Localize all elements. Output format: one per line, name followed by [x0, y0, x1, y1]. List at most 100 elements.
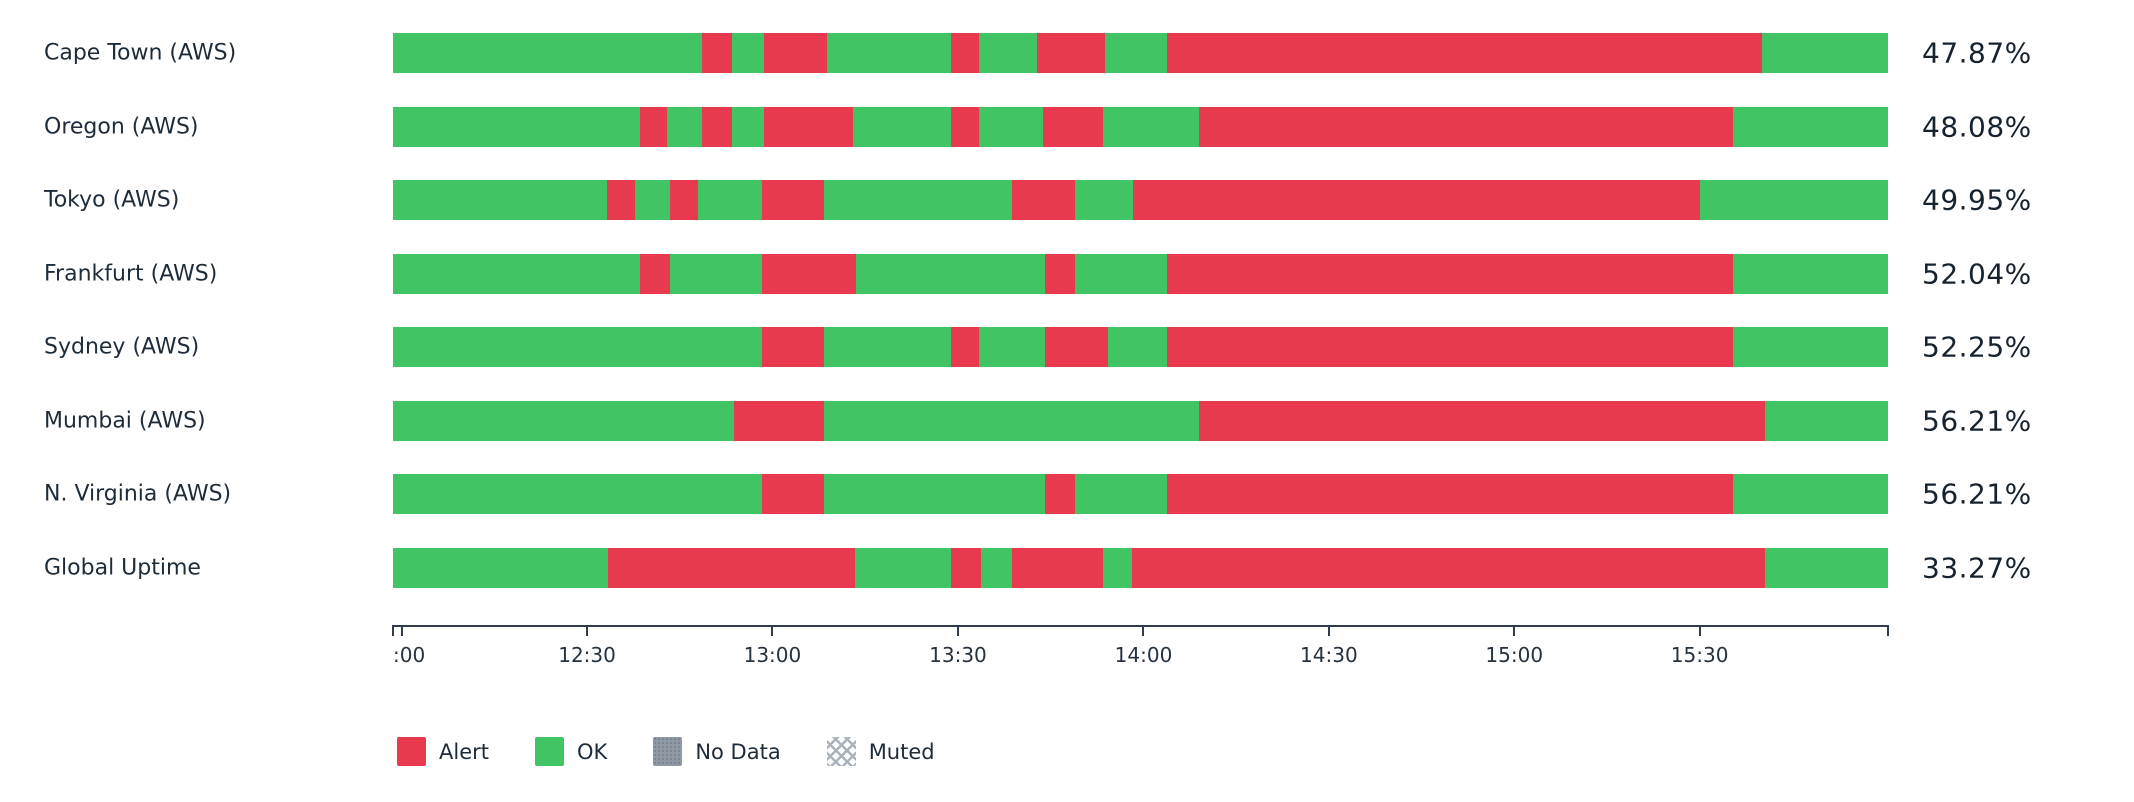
status-timeline-bar[interactable] [393, 180, 1888, 220]
status-segment-ok[interactable] [980, 547, 1012, 588]
status-segment-ok[interactable] [393, 33, 703, 73]
status-segment-alert[interactable] [763, 33, 827, 73]
legend: Alert OK No Data Muted [397, 737, 935, 766]
axis-tick-label: 15:00 [1485, 643, 1544, 667]
status-segment-alert[interactable] [1131, 547, 1766, 588]
status-segment-ok[interactable] [635, 180, 670, 220]
status-segment-alert[interactable] [669, 180, 698, 220]
status-segment-ok[interactable] [732, 33, 764, 73]
status-segment-ok[interactable] [393, 547, 609, 588]
status-segment-alert[interactable] [950, 106, 980, 147]
region-label: Tokyo (AWS) [44, 187, 180, 213]
axis-tick-label: 15:30 [1670, 643, 1729, 667]
status-segment-ok[interactable] [854, 547, 951, 588]
status-segment-ok[interactable] [393, 253, 640, 294]
status-segment-ok[interactable] [1104, 33, 1168, 73]
status-timeline-bar[interactable] [393, 253, 1888, 294]
status-segment-alert[interactable] [950, 547, 981, 588]
axis-tick [586, 625, 589, 636]
status-timeline-bar[interactable] [393, 474, 1888, 514]
status-segment-alert[interactable] [1167, 33, 1763, 73]
status-segment-ok[interactable] [1074, 474, 1168, 514]
status-segment-alert[interactable] [733, 400, 824, 441]
uptime-percentage: 52.04% [1922, 257, 2032, 290]
status-segment-ok[interactable] [1732, 253, 1888, 294]
status-segment-ok[interactable] [979, 33, 1038, 73]
status-segment-ok[interactable] [393, 400, 734, 441]
status-segment-alert[interactable] [1167, 253, 1733, 294]
status-segment-alert[interactable] [1198, 400, 1766, 441]
status-segment-alert[interactable] [1037, 33, 1105, 73]
status-timeline-bar[interactable] [393, 327, 1888, 367]
status-segment-ok[interactable] [853, 106, 951, 147]
status-segment-ok[interactable] [1107, 327, 1168, 367]
status-timeline-bar[interactable] [393, 547, 1888, 588]
status-segment-ok[interactable] [393, 327, 763, 367]
status-timeline-bar[interactable] [393, 106, 1888, 147]
status-segment-alert[interactable] [762, 180, 824, 220]
status-segment-alert[interactable] [762, 253, 857, 294]
status-segment-ok[interactable] [393, 106, 640, 147]
status-segment-alert[interactable] [950, 327, 980, 367]
status-segment-alert[interactable] [606, 180, 636, 220]
status-segment-ok[interactable] [669, 253, 763, 294]
status-segment-ok[interactable] [393, 474, 763, 514]
status-segment-alert[interactable] [762, 474, 824, 514]
status-segment-ok[interactable] [856, 253, 1045, 294]
status-segment-alert[interactable] [763, 106, 854, 147]
status-segment-alert[interactable] [702, 33, 733, 73]
status-segment-ok[interactable] [979, 106, 1044, 147]
status-segment-alert[interactable] [1044, 327, 1108, 367]
status-timeline-bar[interactable] [393, 33, 1888, 73]
status-segment-ok[interactable] [1762, 33, 1888, 73]
status-segment-alert[interactable] [639, 253, 670, 294]
status-segment-ok[interactable] [666, 106, 703, 147]
legend-item-ok[interactable]: OK [535, 737, 607, 766]
status-segment-ok[interactable] [826, 33, 951, 73]
status-segment-alert[interactable] [1011, 180, 1075, 220]
status-timeline-bar[interactable] [393, 400, 1888, 441]
alert-swatch-icon [397, 737, 426, 766]
status-segment-ok[interactable] [1074, 253, 1168, 294]
legend-item-muted[interactable]: Muted [826, 737, 935, 766]
status-segment-alert[interactable] [639, 106, 667, 147]
status-segment-ok[interactable] [823, 474, 1045, 514]
status-segment-alert[interactable] [702, 106, 733, 147]
status-segment-ok[interactable] [1699, 180, 1888, 220]
status-segment-ok[interactable] [823, 180, 1012, 220]
status-segment-alert[interactable] [1167, 327, 1733, 367]
status-segment-ok[interactable] [823, 400, 1199, 441]
status-segment-alert[interactable] [950, 33, 980, 73]
status-segment-ok[interactable] [1732, 327, 1888, 367]
status-segment-alert[interactable] [1198, 106, 1733, 147]
status-segment-ok[interactable] [393, 180, 607, 220]
legend-item-label: No Data [695, 739, 781, 764]
status-segment-ok[interactable] [1765, 400, 1888, 441]
status-segment-alert[interactable] [1167, 474, 1733, 514]
status-segment-alert[interactable] [1011, 547, 1104, 588]
status-segment-ok[interactable] [823, 327, 951, 367]
status-segment-alert[interactable] [1044, 474, 1075, 514]
status-segment-ok[interactable] [1074, 180, 1134, 220]
legend-item-alert[interactable]: Alert [397, 737, 489, 766]
legend-item-no-data[interactable]: No Data [653, 737, 781, 766]
status-segment-ok[interactable] [732, 106, 764, 147]
axis-tick [771, 625, 774, 636]
status-segment-ok[interactable] [1103, 106, 1199, 147]
status-segment-alert[interactable] [762, 327, 824, 367]
status-segment-alert[interactable] [1133, 180, 1700, 220]
uptime-percentage: 48.08% [1922, 110, 2032, 143]
status-segment-ok[interactable] [1765, 547, 1888, 588]
status-segment-ok[interactable] [1732, 474, 1888, 514]
status-row: Oregon (AWS) 48.08% [0, 106, 2134, 147]
time-axis-line [393, 625, 1888, 627]
status-segment-alert[interactable] [1044, 253, 1075, 294]
status-row: Sydney (AWS) 52.25% [0, 327, 2134, 367]
axis-tick-label: 14:30 [1300, 643, 1358, 667]
status-segment-ok[interactable] [1103, 547, 1132, 588]
status-segment-ok[interactable] [1732, 106, 1888, 147]
status-segment-alert[interactable] [1043, 106, 1104, 147]
status-segment-alert[interactable] [608, 547, 855, 588]
status-segment-ok[interactable] [697, 180, 763, 220]
status-segment-ok[interactable] [979, 327, 1045, 367]
